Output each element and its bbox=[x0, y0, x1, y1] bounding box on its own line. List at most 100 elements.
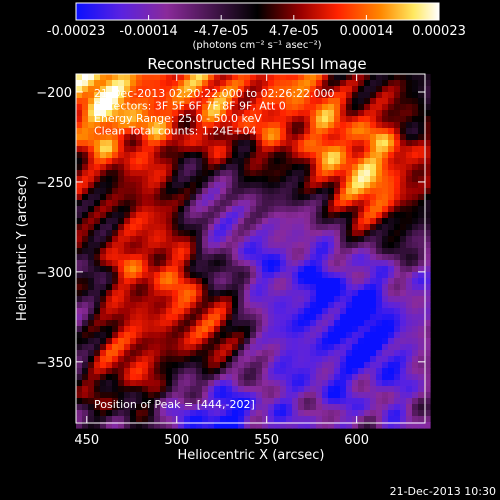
heatmap-cell bbox=[136, 80, 143, 87]
heatmap-cell bbox=[136, 200, 143, 207]
heatmap-cell bbox=[364, 236, 371, 243]
heatmap-cell bbox=[172, 272, 179, 279]
heatmap-cell bbox=[88, 164, 95, 171]
heatmap-cell bbox=[88, 380, 95, 387]
heatmap-cell bbox=[154, 86, 161, 93]
heatmap-cell bbox=[274, 374, 281, 381]
heatmap-cell bbox=[322, 212, 329, 219]
heatmap-cell bbox=[412, 332, 419, 339]
heatmap-cell bbox=[250, 242, 257, 249]
heatmap-cell bbox=[370, 122, 377, 129]
heatmap-cell bbox=[82, 92, 89, 99]
heatmap-cell bbox=[82, 320, 89, 327]
heatmap-cell bbox=[268, 110, 275, 117]
heatmap-cell bbox=[76, 176, 83, 183]
heatmap-cell bbox=[310, 260, 317, 267]
heatmap-cell bbox=[124, 356, 131, 363]
heatmap-cell bbox=[340, 356, 347, 363]
heatmap-cell bbox=[76, 164, 83, 171]
heatmap-cell bbox=[268, 182, 275, 189]
heatmap-cell bbox=[388, 152, 395, 159]
heatmap-cell bbox=[88, 98, 95, 105]
heatmap-cell bbox=[148, 332, 155, 339]
heatmap-cell bbox=[208, 314, 215, 321]
heatmap-cell bbox=[262, 164, 269, 171]
heatmap-cell bbox=[94, 320, 101, 327]
heatmap-cell bbox=[160, 170, 167, 177]
heatmap-cell bbox=[400, 152, 407, 159]
heatmap-cell bbox=[394, 236, 401, 243]
heatmap-cell bbox=[238, 170, 245, 177]
heatmap-cell bbox=[238, 158, 245, 165]
heatmap-cell bbox=[298, 176, 305, 183]
heatmap-cell bbox=[136, 302, 143, 309]
heatmap-cell bbox=[208, 296, 215, 303]
heatmap-cell bbox=[304, 398, 311, 405]
colorbar-tick-label: -0.00014 bbox=[119, 24, 177, 39]
heatmap-cell bbox=[274, 332, 281, 339]
heatmap-cell bbox=[232, 374, 239, 381]
heatmap-cell bbox=[166, 146, 173, 153]
heatmap-cell bbox=[130, 344, 137, 351]
heatmap-cell bbox=[88, 266, 95, 273]
heatmap-cell bbox=[154, 398, 161, 405]
heatmap-cell bbox=[148, 338, 155, 345]
heatmap-cell bbox=[238, 86, 245, 93]
heatmap-cell bbox=[340, 212, 347, 219]
heatmap-cell bbox=[208, 386, 215, 393]
heatmap-cell bbox=[382, 368, 389, 375]
heatmap-cell bbox=[190, 74, 197, 81]
heatmap-cell bbox=[310, 116, 317, 123]
heatmap-cell bbox=[196, 326, 203, 333]
heatmap-cell bbox=[214, 80, 221, 87]
heatmap-cell bbox=[136, 326, 143, 333]
heatmap-cell bbox=[88, 188, 95, 195]
heatmap-cell bbox=[76, 344, 83, 351]
heatmap-cell bbox=[154, 200, 161, 207]
heatmap-cell bbox=[94, 338, 101, 345]
heatmap-cell bbox=[220, 140, 227, 147]
heatmap-cell bbox=[220, 134, 227, 141]
heatmap-cell bbox=[382, 260, 389, 267]
heatmap-cell bbox=[148, 314, 155, 321]
heatmap-cell bbox=[160, 404, 167, 411]
heatmap-cell bbox=[208, 74, 215, 81]
heatmap-cell bbox=[148, 110, 155, 117]
heatmap-cell bbox=[88, 152, 95, 159]
heatmap-cell bbox=[94, 206, 101, 213]
heatmap-cell bbox=[286, 98, 293, 105]
heatmap-cell bbox=[286, 92, 293, 99]
heatmap-cell bbox=[346, 404, 353, 411]
heatmap-cell bbox=[376, 236, 383, 243]
heatmap-cell bbox=[172, 368, 179, 375]
heatmap-cell bbox=[358, 356, 365, 363]
heatmap-cell bbox=[310, 380, 317, 387]
heatmap-cell bbox=[364, 80, 371, 87]
heatmap-cell bbox=[124, 272, 131, 279]
heatmap-cell bbox=[238, 290, 245, 297]
heatmap-cell bbox=[190, 140, 197, 147]
heatmap-cell bbox=[142, 416, 149, 423]
heatmap-cell bbox=[226, 122, 233, 129]
heatmap-cell bbox=[76, 194, 83, 201]
heatmap-cell bbox=[346, 308, 353, 315]
heatmap-cell bbox=[178, 80, 185, 87]
heatmap-cell bbox=[364, 386, 371, 393]
heatmap-cell bbox=[244, 104, 251, 111]
heatmap-cell bbox=[148, 350, 155, 357]
heatmap-cell bbox=[112, 356, 119, 363]
heatmap-cell bbox=[196, 218, 203, 225]
heatmap-cell bbox=[94, 140, 101, 147]
heatmap-cell bbox=[322, 248, 329, 255]
heatmap-cell bbox=[154, 218, 161, 225]
heatmap-cell bbox=[208, 158, 215, 165]
heatmap-cell bbox=[190, 272, 197, 279]
heatmap-cell bbox=[376, 332, 383, 339]
heatmap-cell bbox=[418, 332, 425, 339]
heatmap-cell bbox=[352, 374, 359, 381]
heatmap-cell bbox=[130, 242, 137, 249]
heatmap-cell bbox=[364, 248, 371, 255]
heatmap-cell bbox=[424, 230, 431, 237]
heatmap-cell bbox=[118, 404, 125, 411]
heatmap-cell bbox=[376, 356, 383, 363]
